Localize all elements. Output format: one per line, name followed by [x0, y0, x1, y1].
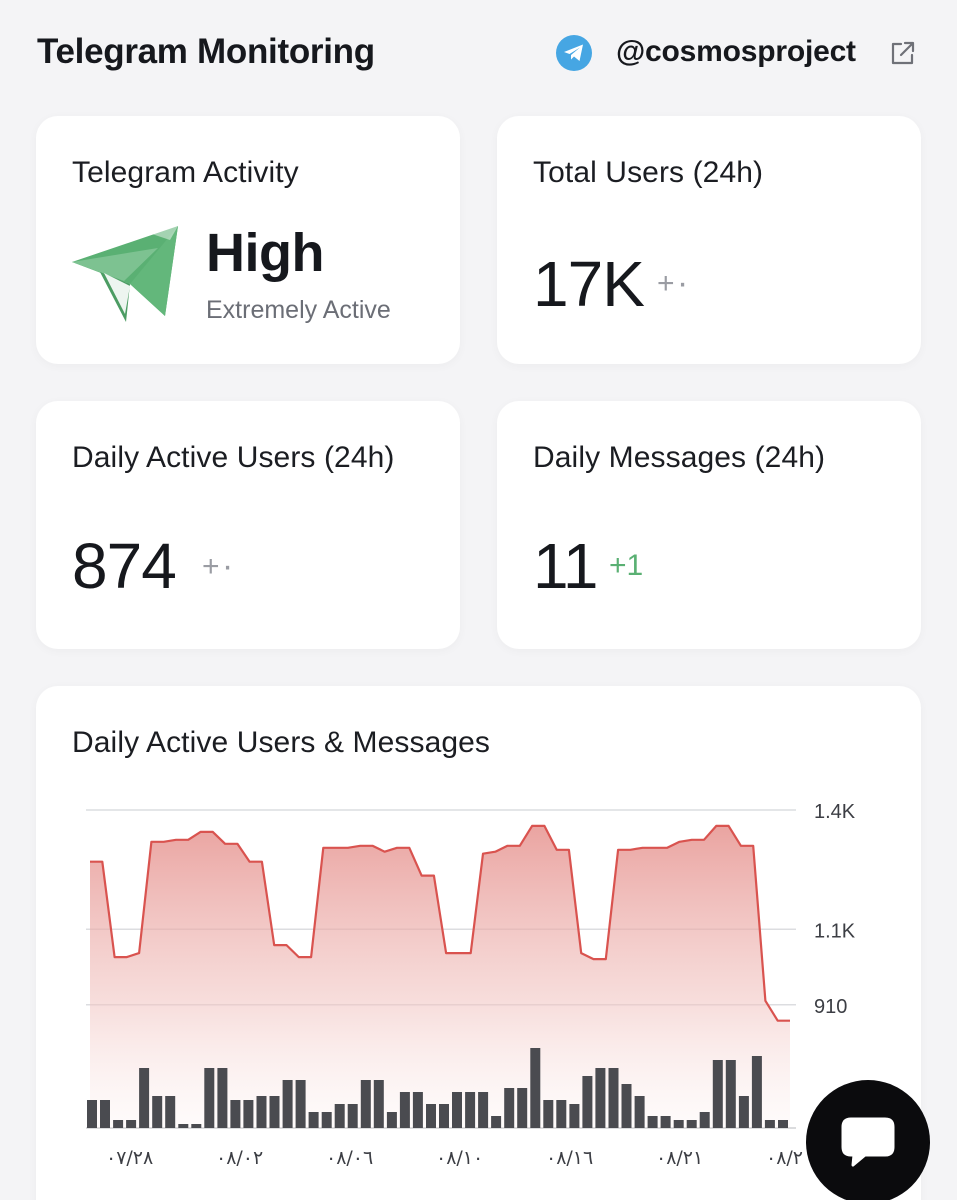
message-bar — [152, 1096, 163, 1128]
message-bar — [582, 1076, 593, 1128]
message-bar — [308, 1112, 319, 1128]
total-users-value: 17K — [533, 248, 645, 320]
message-bar — [230, 1100, 241, 1128]
message-bar — [478, 1092, 489, 1128]
x-tick-label: ٠٨/٠٢ — [216, 1147, 263, 1169]
message-bar — [399, 1092, 410, 1128]
dau-area — [90, 825, 790, 1128]
message-bar — [452, 1092, 462, 1128]
message-bar — [712, 1060, 723, 1128]
message-bar — [165, 1096, 176, 1128]
daily-active-users-title: Daily Active Users (24h) — [72, 441, 395, 474]
message-bar — [321, 1112, 332, 1128]
message-bar — [751, 1056, 762, 1128]
chart-title: Daily Active Users & Messages — [72, 726, 491, 759]
activity-description: Extremely Active — [206, 296, 391, 324]
message-bar — [204, 1068, 215, 1128]
message-bar — [139, 1068, 150, 1128]
x-tick-label: ٠٨/٢١ — [656, 1147, 703, 1169]
message-bar — [243, 1100, 254, 1128]
message-bar — [412, 1092, 423, 1128]
message-bar — [126, 1120, 137, 1128]
activity-chart: 1.4K 1.1K 910 ٠٧/٢٨ ٠٨/٠٢ ٠٨/٠٦ ٠٨/١٠ ٠٨/١٦ ٠٨/… — [86, 801, 856, 1169]
chat-button[interactable] — [806, 1080, 930, 1200]
daily-active-users-delta: +٠ — [202, 550, 236, 583]
message-bar — [725, 1060, 736, 1128]
daily-active-users-card: Daily Active Users (24h) 874 +٠ — [36, 401, 460, 649]
daily-messages-value: 11 — [533, 530, 598, 602]
chat-bubble-icon — [841, 1117, 895, 1167]
page-header: Telegram Monitoring @cosmosproject — [0, 0, 957, 108]
message-bar — [282, 1080, 293, 1128]
daily-active-users-value: 874 — [72, 530, 177, 602]
total-users-delta: +٠ — [657, 267, 691, 300]
total-users-card: Total Users (24h) 17K +٠ — [497, 116, 921, 364]
message-bar — [504, 1088, 515, 1128]
y-tick-label: 910 — [814, 996, 847, 1018]
message-bar — [517, 1088, 528, 1128]
message-bar — [465, 1092, 476, 1128]
message-bar — [673, 1120, 684, 1128]
page-title: Telegram Monitoring — [37, 32, 375, 71]
message-bar — [87, 1100, 97, 1128]
message-bar — [334, 1104, 345, 1128]
message-bar — [217, 1068, 228, 1128]
message-bar — [647, 1116, 658, 1128]
chart-card: Daily Active Users & Messages 1.4K 1.1K 91… — [36, 686, 921, 1200]
message-bar — [634, 1096, 645, 1128]
y-tick-label: 1.1K — [814, 920, 856, 942]
message-bar — [426, 1104, 436, 1128]
message-bar — [660, 1116, 671, 1128]
message-bar — [295, 1080, 306, 1128]
message-bar — [100, 1100, 110, 1128]
message-bar — [686, 1120, 697, 1128]
x-tick-label: ٠٧/٢٨ — [106, 1147, 153, 1169]
message-bar — [386, 1112, 397, 1128]
message-bar — [360, 1080, 371, 1128]
x-tick-label: ٠٨/٢ — [766, 1147, 803, 1169]
activity-card: Telegram Activity High Extremely Active — [36, 116, 460, 364]
message-bar — [621, 1084, 632, 1128]
message-bar — [530, 1048, 541, 1128]
message-bar — [373, 1080, 384, 1128]
x-tick-label: ٠٨/١٠ — [436, 1147, 483, 1169]
message-bar — [569, 1104, 580, 1128]
message-bar — [764, 1120, 775, 1128]
message-bar — [608, 1068, 619, 1128]
telegram-icon — [556, 35, 592, 71]
message-bar — [491, 1116, 502, 1128]
message-bar — [778, 1120, 788, 1128]
message-bar — [543, 1100, 554, 1128]
message-bar — [347, 1104, 358, 1128]
dau-line — [90, 824, 790, 1022]
activity-level: High — [206, 223, 324, 283]
x-tick-label: ٠٨/١٦ — [546, 1147, 593, 1169]
message-bar — [113, 1120, 124, 1128]
daily-messages-card: Daily Messages (24h) 11 +1 — [497, 401, 921, 649]
message-bar — [178, 1124, 189, 1128]
message-bar — [269, 1096, 280, 1128]
message-bar — [738, 1096, 749, 1128]
message-bar — [439, 1104, 449, 1128]
external-link-icon[interactable] — [888, 38, 918, 68]
daily-messages-title: Daily Messages (24h) — [533, 441, 826, 474]
channel-handle[interactable]: @cosmosproject — [616, 35, 856, 68]
message-bar — [556, 1100, 567, 1128]
activity-card-title: Telegram Activity — [72, 156, 299, 189]
daily-messages-delta: +1 — [609, 549, 644, 582]
paper-plane-icon — [72, 226, 178, 322]
message-bar — [699, 1112, 710, 1128]
y-tick-label: 1.4K — [814, 801, 856, 823]
message-bar — [191, 1124, 202, 1128]
message-bar — [256, 1096, 267, 1128]
total-users-title: Total Users (24h) — [533, 156, 764, 189]
x-tick-label: ٠٨/٠٦ — [326, 1147, 373, 1169]
message-bar — [595, 1068, 606, 1128]
